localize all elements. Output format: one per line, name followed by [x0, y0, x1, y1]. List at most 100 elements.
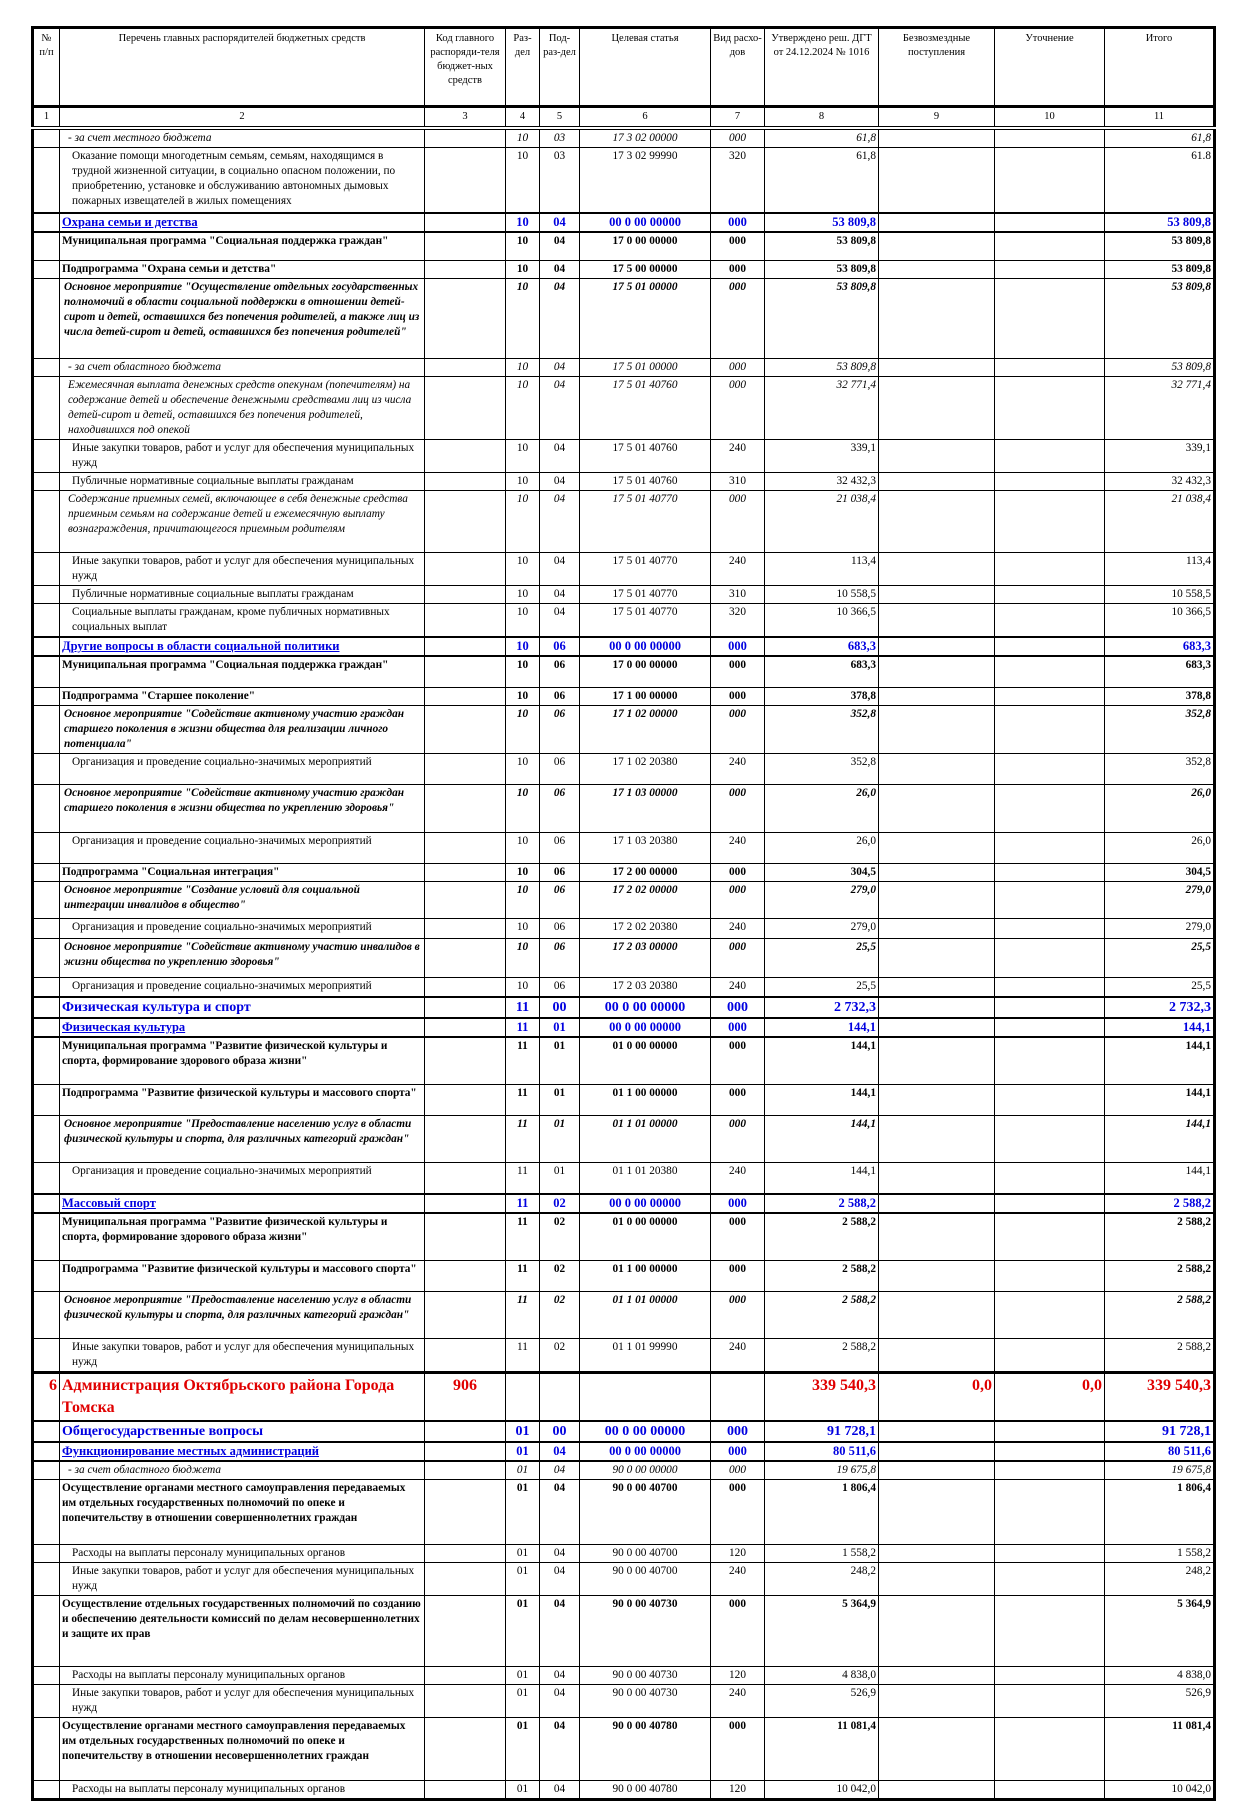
- gbs-code-cell: [424, 1779, 506, 1800]
- approved-amount-cell: 683,3: [764, 655, 879, 688]
- target-article-cell: 90 0 00 00000: [579, 1460, 711, 1480]
- expense-type-cell: 000: [710, 1460, 765, 1480]
- gbs-code-cell: [424, 211, 506, 233]
- free-receipts-cell: [878, 1460, 995, 1480]
- approved-amount-cell: 10 366,5: [764, 603, 879, 638]
- table-row: Иные закупки товаров, работ и услуг для …: [32, 439, 1215, 473]
- refinement-cell: [994, 831, 1105, 864]
- row-number-cell: [32, 211, 60, 233]
- table-row: Организация и проведение социально-значи…: [32, 976, 1215, 998]
- target-article-cell: 00 0 00 00000: [579, 1193, 711, 1214]
- table-row: Муниципальная программа "Социальная подд…: [32, 655, 1215, 688]
- row-name-cell: Публичные нормативные социальные выплаты…: [59, 472, 425, 491]
- refinement-cell: [994, 127, 1105, 148]
- row-name-cell: Осуществление органами местного самоупра…: [59, 1478, 425, 1545]
- refinement-cell: [994, 278, 1105, 359]
- section-cell: 11: [505, 1259, 540, 1292]
- refinement-cell: [994, 996, 1105, 1019]
- refinement-cell: [994, 1440, 1105, 1462]
- approved-amount-cell: 248,2: [764, 1561, 879, 1596]
- total-amount-cell: 279,0: [1104, 917, 1215, 939]
- col-gbs-code-header: Код главного распоряди-теля бюджет-ных с…: [424, 27, 506, 107]
- total-amount-cell: 2 732,3: [1104, 996, 1215, 1019]
- row-number-cell: [32, 1259, 60, 1292]
- subsection-cell: 04: [539, 231, 580, 261]
- table-row: Социальные выплаты гражданам, кроме публ…: [32, 603, 1215, 638]
- refinement-cell: [994, 1114, 1105, 1163]
- section-cell: 10: [505, 937, 540, 978]
- table-row: Публичные нормативные социальные выплаты…: [32, 585, 1215, 604]
- refinement-cell: [994, 1460, 1105, 1480]
- free-receipts-cell: [878, 278, 995, 359]
- target-article-cell: 17 2 00 00000: [579, 862, 711, 882]
- total-amount-cell: 21 038,4: [1104, 490, 1215, 553]
- approved-amount-cell: 10 558,5: [764, 585, 879, 604]
- approved-amount-cell: 2 588,2: [764, 1212, 879, 1261]
- row-number-cell: [32, 1594, 60, 1667]
- total-amount-cell: 53 809,8: [1104, 260, 1215, 279]
- table-row: Иные закупки товаров, работ и услуг для …: [32, 1683, 1215, 1718]
- section-cell: 10: [505, 490, 540, 553]
- subsection-cell: 04: [539, 260, 580, 279]
- subsection-cell: 04: [539, 603, 580, 638]
- free-receipts-cell: [878, 603, 995, 638]
- total-amount-cell: 526,9: [1104, 1683, 1215, 1718]
- section-cell: 10: [505, 603, 540, 638]
- total-amount-cell: 144,1: [1104, 1161, 1215, 1195]
- row-name-cell: - за счет областного бюджета: [59, 358, 425, 377]
- total-amount-cell: 53 809,8: [1104, 231, 1215, 261]
- refinement-cell: [994, 1212, 1105, 1261]
- row-name-cell: Основное мероприятие "Осуществление отде…: [59, 278, 425, 359]
- table-row: Охрана семьи и детства 10 04 00 0 00 00000 0…: [32, 211, 1215, 233]
- subsection-cell: 04: [539, 1665, 580, 1685]
- free-receipts-cell: [878, 996, 995, 1019]
- refinement-cell: [994, 937, 1105, 978]
- expense-type-cell: 000: [710, 1212, 765, 1261]
- target-article-cell: 00 0 00 00000: [579, 1017, 711, 1038]
- approved-amount-cell: 21 038,4: [764, 490, 879, 553]
- table-row: Основное мероприятие "Содействие активно…: [32, 937, 1215, 978]
- section-cell: 01: [505, 1683, 540, 1718]
- table-row: Муниципальная программа "Развитие физиче…: [32, 1036, 1215, 1085]
- target-article-cell: 17 1 02 20380: [579, 752, 711, 785]
- expense-type-cell: 000: [710, 1017, 765, 1038]
- target-article-cell: 17 1 00 00000: [579, 686, 711, 706]
- row-name-cell: Основное мероприятие "Содействие активно…: [59, 783, 425, 833]
- row-number-cell: [32, 231, 60, 261]
- row-name-cell: Расходы на выплаты персоналу муниципальн…: [59, 1665, 425, 1685]
- row-number-cell: [32, 704, 60, 754]
- refinement-cell: [994, 1290, 1105, 1339]
- table-row: Иные закупки товаров, работ и услуг для …: [32, 552, 1215, 586]
- row-number-cell: [32, 1460, 60, 1480]
- free-receipts-cell: [878, 127, 995, 148]
- section-cell: 10: [505, 278, 540, 359]
- subsection-cell: 03: [539, 147, 580, 213]
- row-name-cell: Подпрограмма "Старшее поколение": [59, 686, 425, 706]
- free-receipts-cell: [878, 917, 995, 939]
- approved-amount-cell: 2 732,3: [764, 996, 879, 1019]
- row-name-cell: Физическая культура: [59, 1017, 425, 1038]
- section-cell: 10: [505, 862, 540, 882]
- free-receipts-cell: [878, 1594, 995, 1667]
- target-article-cell: 17 3 02 00000: [579, 127, 711, 148]
- subsection-cell: 06: [539, 704, 580, 754]
- refinement-cell: 0,0: [994, 1370, 1105, 1421]
- table-row: Ежемесячная выплата денежных средств опе…: [32, 376, 1215, 440]
- section-cell: 10: [505, 376, 540, 440]
- section-cell: 01: [505, 1419, 540, 1443]
- refinement-cell: [994, 147, 1105, 213]
- free-receipts-cell: [878, 1337, 995, 1373]
- free-receipts-cell: [878, 1161, 995, 1195]
- expense-type-cell: 240: [710, 1161, 765, 1195]
- expense-type-cell: 000: [710, 127, 765, 148]
- section-cell: 10: [505, 552, 540, 586]
- expense-type-cell: 000: [710, 636, 765, 657]
- gbs-code-cell: [424, 1543, 506, 1563]
- row-number-cell: [32, 1779, 60, 1800]
- target-article-cell: 90 0 00 40730: [579, 1594, 711, 1667]
- section-cell: 01: [505, 1460, 540, 1480]
- free-receipts-cell: [878, 260, 995, 279]
- table-row: Основное мероприятие "Создание условий д…: [32, 880, 1215, 919]
- gbs-code-cell: [424, 1193, 506, 1214]
- approved-amount-cell: 279,0: [764, 917, 879, 939]
